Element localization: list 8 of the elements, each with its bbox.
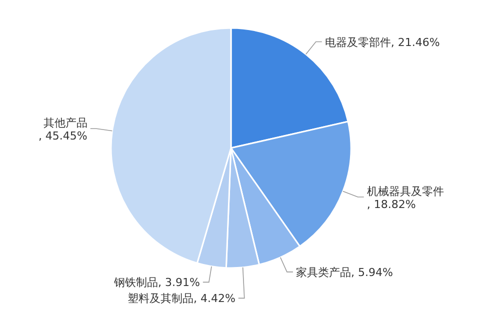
slice-label: 钢铁制品, 3.91%	[112, 276, 200, 290]
slice-label: 其他产品	[43, 116, 88, 130]
data-label: , 18.82%	[366, 198, 416, 212]
slice-label: 家具类产品, 5.94%	[296, 266, 393, 279]
slice-label: 塑料及其制品, 4.42%	[127, 292, 236, 306]
slice-label: 电器及零部件, 21.46%	[324, 36, 440, 49]
slice-label: 机械器具及零件	[366, 185, 444, 198]
data-label: , 45.45%	[38, 130, 88, 143]
